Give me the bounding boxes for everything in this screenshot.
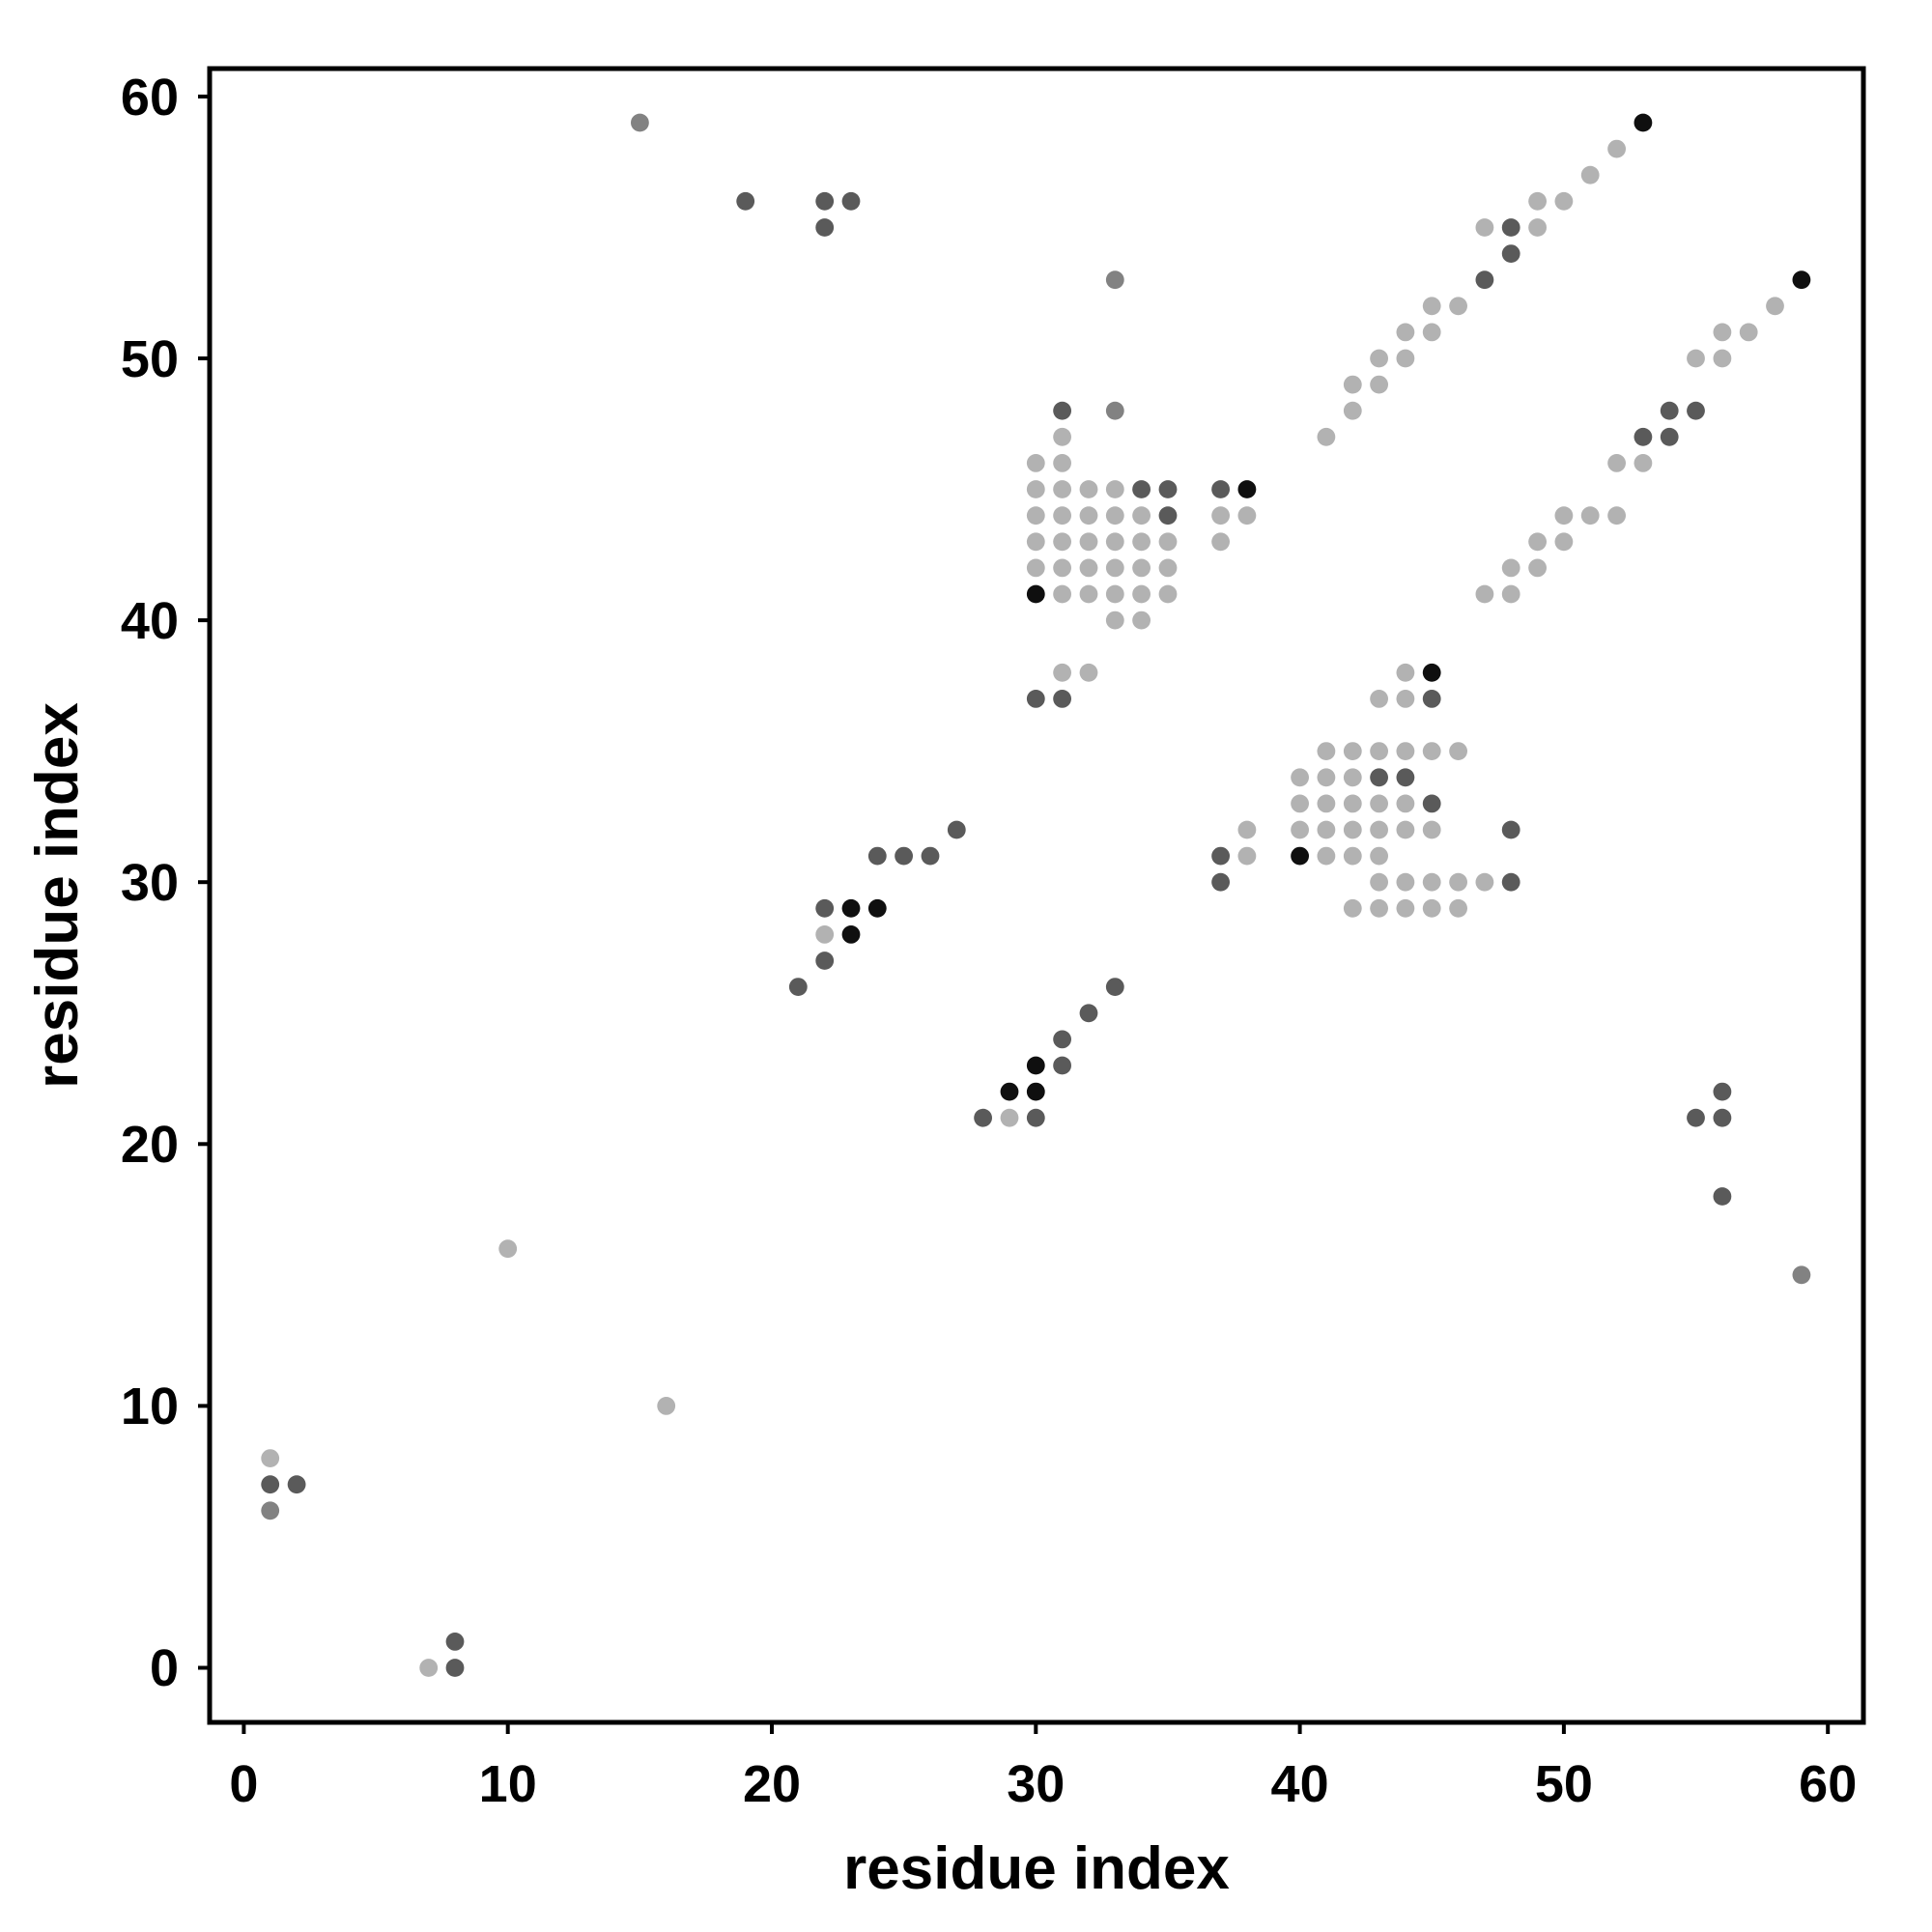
svg-text:20: 20 xyxy=(121,1116,179,1174)
svg-text:residue index: residue index xyxy=(24,702,91,1089)
svg-text:30: 30 xyxy=(121,854,179,912)
svg-text:40: 40 xyxy=(1271,1755,1329,1813)
svg-text:60: 60 xyxy=(1799,1755,1857,1813)
svg-text:60: 60 xyxy=(121,69,179,127)
svg-text:residue index: residue index xyxy=(843,1835,1230,1902)
svg-text:20: 20 xyxy=(743,1755,801,1813)
svg-text:0: 0 xyxy=(150,1639,179,1697)
svg-text:10: 10 xyxy=(121,1378,179,1435)
svg-text:50: 50 xyxy=(1535,1755,1593,1813)
svg-text:30: 30 xyxy=(1007,1755,1065,1813)
svg-text:40: 40 xyxy=(121,592,179,650)
svg-text:10: 10 xyxy=(479,1755,537,1813)
svg-text:50: 50 xyxy=(121,330,179,388)
svg-text:0: 0 xyxy=(229,1755,258,1813)
